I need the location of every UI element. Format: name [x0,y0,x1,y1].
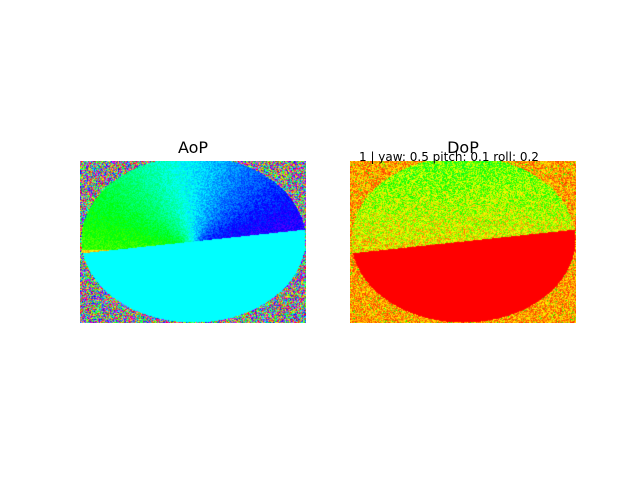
dop-image [350,161,576,323]
pose-caption: 1 | yaw: 0.5 pitch: 0.1 roll: 0.2 [359,150,539,164]
aop-image [80,161,306,323]
dop-canvas [350,161,576,323]
aop-canvas [80,161,306,323]
aop-title: AoP [80,139,306,157]
